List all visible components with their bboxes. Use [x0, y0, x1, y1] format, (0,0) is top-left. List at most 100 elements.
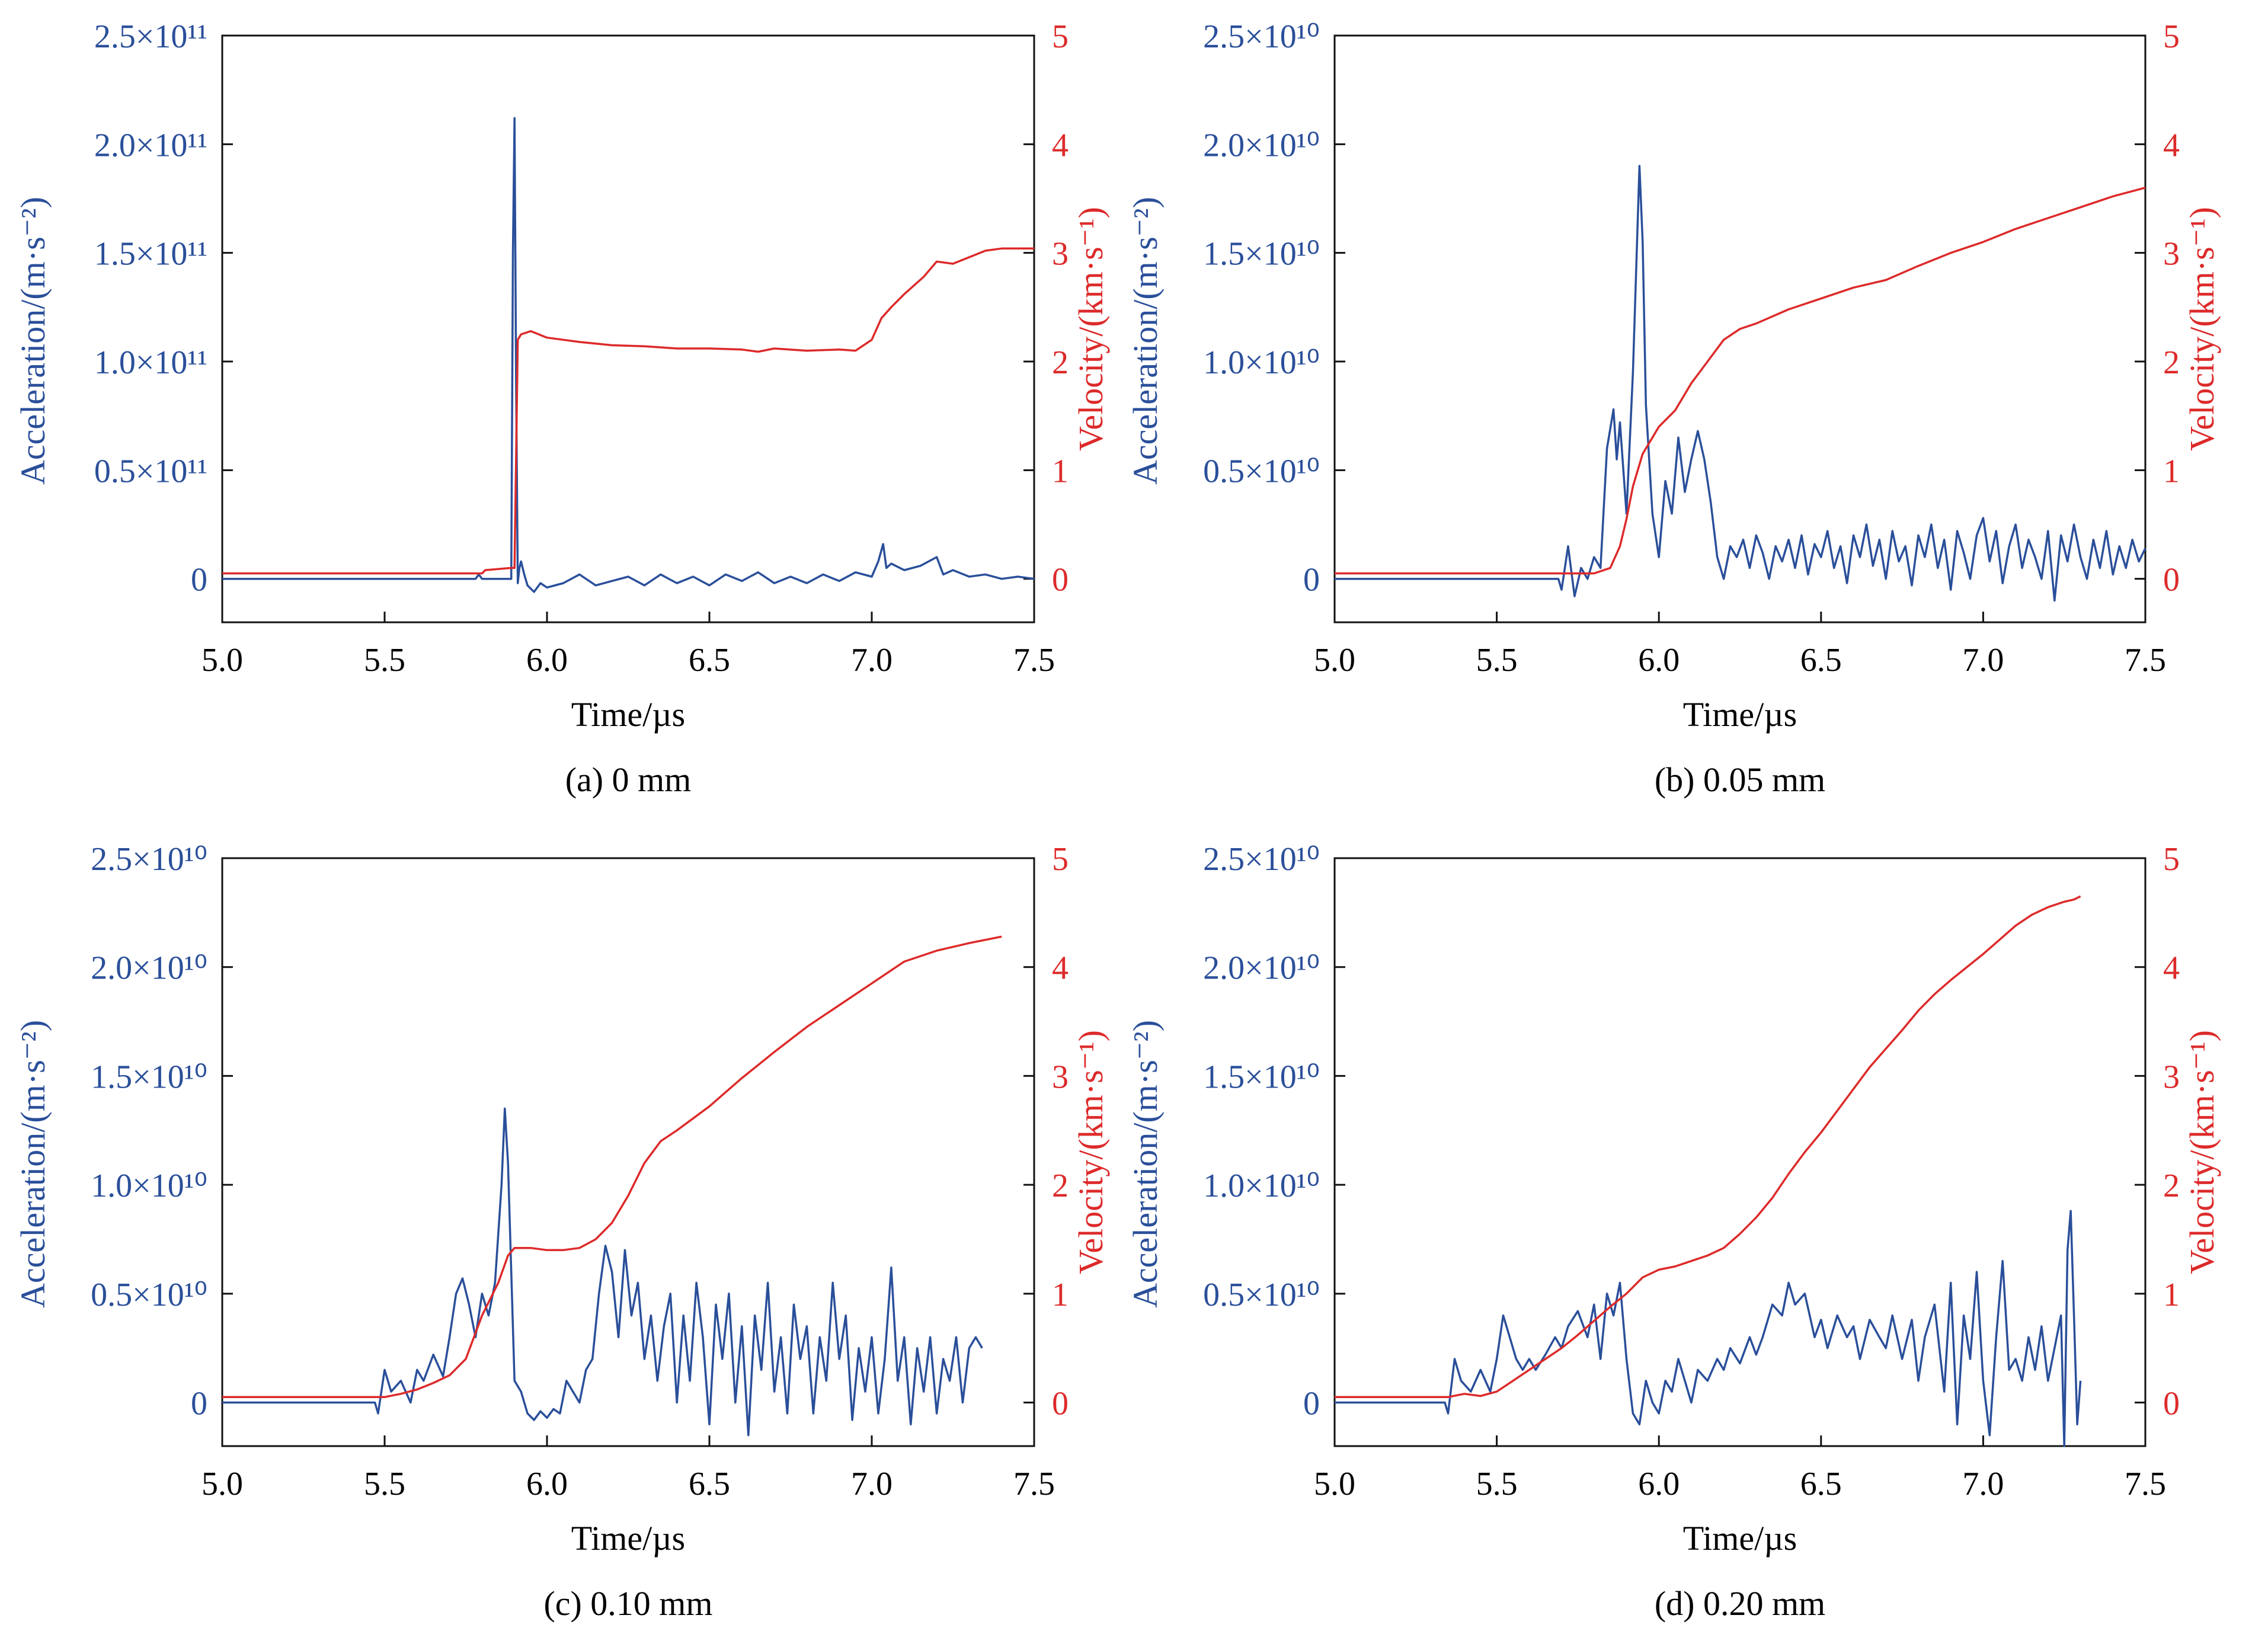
x-tick-label: 6.5	[1800, 1466, 1842, 1502]
y-right-tick-label: 1	[2163, 1277, 2180, 1313]
x-tick-label: 7.0	[1962, 1466, 2004, 1502]
y-left-tick-label: 0	[1303, 1386, 1320, 1422]
y-left-tick-label: 0	[191, 1386, 207, 1422]
y-left-tick-label: 0.5×10¹⁰	[91, 1277, 207, 1313]
y-right-axis-label: Velocity/(km·s⁻¹)	[2183, 1030, 2221, 1274]
y-left-tick-label: 1.5×10¹¹	[94, 236, 207, 273]
x-axis-label: Time/µs	[1683, 1519, 1797, 1558]
plot-frame	[1333, 34, 2147, 623]
x-tick-label: 5.0	[1314, 642, 1355, 679]
y-right-tick-label: 0	[2163, 562, 2180, 599]
plot-frame	[1333, 857, 2147, 1447]
y-left-tick-label: 2.0×10¹⁰	[91, 950, 207, 987]
y-right-tick-label: 1	[1052, 1277, 1069, 1313]
x-tick-label: 7.5	[1013, 642, 1055, 679]
x-tick-label: 5.5	[1476, 1466, 1518, 1502]
x-tick-label: 6.5	[689, 642, 730, 679]
x-tick-label: 5.0	[201, 642, 243, 679]
y-right-tick-label: 3	[1052, 1058, 1069, 1095]
y-left-tick-label: 1.0×10¹¹	[94, 344, 207, 381]
y-left-tick-label: 1.0×10¹⁰	[91, 1168, 207, 1204]
chart-panel-2: 5.0 5.5 6.0 6.5 7.0 7.5 0 0.5×10¹⁰ 1.0×10¹⁰ 1.5×1…	[14, 841, 1110, 1623]
y-right-tick-label: 5	[1052, 841, 1069, 878]
y-right-tick-label: 0	[1052, 562, 1069, 599]
y-left-tick-label: 0	[191, 562, 207, 599]
y-right-tick-label: 4	[2163, 127, 2180, 164]
panel-caption: (b) 0.05 mm	[1655, 760, 1825, 799]
y-left-tick-label: 2.5×10¹⁰	[91, 841, 207, 878]
y-left-tick-label: 0	[1303, 562, 1320, 599]
y-right-tick-label: 4	[2163, 950, 2180, 987]
x-tick-label: 6.5	[689, 1466, 730, 1502]
x-tick-label: 5.5	[364, 1466, 405, 1502]
x-tick-label: 7.5	[2125, 1466, 2166, 1502]
y-right-tick-label: 1	[2163, 453, 2180, 490]
y-right-tick-label: 5	[1052, 18, 1069, 55]
y-right-tick-label: 3	[2163, 236, 2180, 273]
x-tick-label: 6.0	[1638, 1466, 1680, 1502]
x-tick-label: 7.0	[1962, 642, 2004, 679]
y-right-tick-label: 2	[2163, 344, 2180, 381]
y-left-axis-label: Acceleration/(m·s⁻²)	[14, 1020, 52, 1308]
acceleration-series-line	[222, 117, 1035, 593]
y-right-tick-label: 2	[2163, 1168, 2180, 1204]
plot-frame	[221, 34, 1035, 623]
y-right-axis-label: Velocity/(km·s⁻¹)	[1071, 1030, 1110, 1274]
y-left-tick-label: 2.5×10¹⁰	[1203, 18, 1320, 55]
y-right-tick-label: 2	[1052, 344, 1069, 381]
x-tick-label: 6.0	[526, 642, 568, 679]
y-left-tick-label: 1.5×10¹⁰	[1203, 1058, 1320, 1095]
x-tick-label: 5.0	[201, 1466, 243, 1502]
y-left-tick-label: 1.5×10¹⁰	[91, 1058, 207, 1095]
y-left-tick-label: 0.5×10¹⁰	[1203, 1277, 1320, 1313]
y-left-axis-label: Acceleration/(m·s⁻²)	[1126, 1020, 1165, 1308]
x-tick-label: 5.5	[1476, 642, 1518, 679]
y-right-tick-label: 2	[1052, 1168, 1069, 1204]
y-right-tick-label: 3	[2163, 1058, 2180, 1095]
y-left-tick-label: 0.5×10¹⁰	[1203, 453, 1320, 490]
y-right-tick-label: 0	[2163, 1386, 2180, 1422]
velocity-series-line	[222, 247, 1034, 575]
y-left-tick-label: 1.5×10¹⁰	[1203, 236, 1320, 273]
x-tick-label: 5.5	[364, 642, 405, 679]
y-left-tick-label: 0.5×10¹¹	[94, 453, 207, 490]
y-left-tick-label: 2.5×10¹⁰	[1203, 841, 1320, 878]
y-right-tick-label: 3	[1052, 236, 1069, 273]
y-left-axis-label: Acceleration/(m·s⁻²)	[14, 197, 52, 485]
acceleration-series-line	[222, 1107, 983, 1437]
y-left-tick-label: 1.0×10¹⁰	[1203, 344, 1320, 381]
velocity-series-line	[1335, 895, 2081, 1399]
chart-panel-1: 5.0 5.5 6.0 6.5 7.0 7.5 0 0.5×10¹⁰ 1.0×10¹⁰ 1.5×1…	[1126, 18, 2221, 799]
x-tick-label: 7.5	[1013, 1466, 1055, 1502]
acceleration-series-line	[1335, 1210, 2082, 1447]
y-right-tick-label: 5	[2163, 18, 2180, 55]
y-right-tick-label: 4	[1052, 127, 1069, 164]
y-left-tick-label: 2.0×10¹⁰	[1203, 950, 1320, 987]
panel-caption: (d) 0.20 mm	[1655, 1584, 1825, 1623]
x-tick-label: 6.5	[1800, 642, 1842, 679]
x-tick-label: 6.0	[1638, 642, 1680, 679]
plot-frame	[221, 857, 1035, 1447]
chart-panel-3: 5.0 5.5 6.0 6.5 7.0 7.5 0 0.5×10¹⁰ 1.0×10¹⁰ 1.5×1…	[1126, 841, 2221, 1623]
y-left-tick-label: 2.0×10¹⁰	[1203, 127, 1320, 164]
velocity-series-line	[1335, 187, 2146, 575]
x-axis-label: Time/µs	[571, 1519, 685, 1558]
y-right-axis-label: Velocity/(km·s⁻¹)	[2183, 207, 2221, 451]
y-left-tick-label: 2.0×10¹¹	[94, 127, 207, 164]
x-tick-label: 5.0	[1314, 1466, 1355, 1502]
x-tick-label: 7.0	[851, 642, 893, 679]
x-axis-label: Time/µs	[1683, 695, 1797, 734]
acceleration-series-line	[1335, 165, 2147, 602]
x-tick-label: 6.0	[526, 1466, 568, 1502]
y-right-tick-label: 4	[1052, 950, 1069, 987]
x-tick-label: 7.5	[2125, 642, 2166, 679]
panel-caption: (c) 0.10 mm	[543, 1584, 712, 1623]
y-right-tick-label: 5	[2163, 841, 2180, 878]
chart-panel-0: 5.0 5.5 6.0 6.5 7.0 7.5 0 0.5×10¹¹ 1.0×10¹¹ 1.5×1…	[14, 18, 1110, 799]
y-right-tick-label: 1	[1052, 453, 1069, 490]
panel-caption: (a) 0 mm	[565, 760, 692, 799]
x-tick-label: 7.0	[851, 1466, 893, 1502]
velocity-series-line	[222, 935, 1002, 1399]
y-left-axis-label: Acceleration/(m·s⁻²)	[1126, 197, 1165, 485]
